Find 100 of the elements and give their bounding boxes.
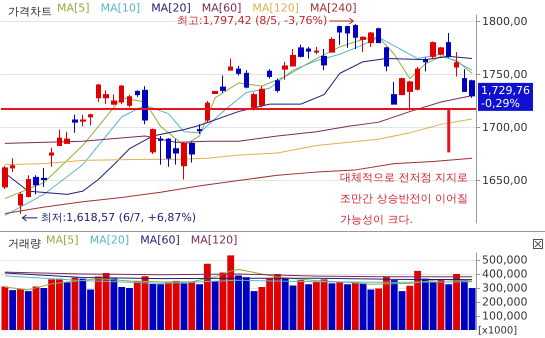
bar — [40, 288, 48, 330]
candlestick — [173, 138, 179, 166]
y-tick-label: 500,000 — [482, 254, 528, 266]
candlestick — [181, 142, 187, 180]
candlestick — [41, 167, 47, 188]
bar — [188, 282, 196, 330]
bar — [204, 264, 211, 330]
candlestick — [275, 78, 280, 93]
candlestick — [26, 174, 31, 198]
bar — [328, 283, 336, 330]
candlestick — [88, 113, 93, 126]
bar — [64, 282, 71, 330]
candlestick — [111, 94, 117, 106]
bar — [196, 284, 203, 330]
y-tick-label: 1800,00 — [482, 14, 528, 28]
candlestick — [267, 68, 272, 80]
candlestick — [96, 83, 101, 103]
candlestick — [469, 79, 475, 98]
candlestick — [314, 46, 319, 55]
candlestick — [72, 114, 78, 134]
text: MA[120] — [190, 234, 238, 246]
bar — [17, 288, 24, 330]
candlestick — [119, 84, 124, 105]
bar — [336, 282, 344, 330]
candlestick — [189, 142, 195, 164]
candlestick — [446, 32, 451, 58]
line-series — [4, 118, 473, 166]
text: MA[5] — [57, 2, 90, 14]
candlestick — [290, 48, 296, 66]
candlestick — [321, 48, 327, 71]
bar — [445, 284, 452, 330]
bar — [297, 280, 304, 330]
candlestick — [306, 46, 311, 60]
candlestick — [399, 77, 405, 96]
annotation: 최고:1,797,42 (8/5, -3,76%) — [176, 14, 328, 27]
annotation: 최저:1,618,57 (6/7, +6,87%) — [40, 210, 196, 224]
candlestick — [236, 65, 241, 76]
candlestick — [415, 66, 420, 91]
candlestick — [220, 74, 226, 93]
text: MA[5] — [46, 234, 79, 246]
bar — [1, 286, 8, 330]
candlestick — [251, 92, 257, 112]
y-tick-label: 100,000 — [482, 310, 528, 322]
line-series — [4, 272, 473, 280]
candlestick — [329, 36, 335, 53]
candlestick — [407, 80, 413, 112]
y-tick-label: 1700,00 — [482, 120, 528, 134]
bar — [453, 274, 460, 330]
candlestick — [391, 81, 397, 105]
y-tick-label: 1650,00 — [482, 174, 528, 188]
y-axis-title: [x1000] — [478, 326, 518, 336]
candlestick — [135, 90, 140, 98]
candlestick — [33, 174, 39, 195]
text: MA[60] — [202, 2, 242, 14]
chart-title: 가격차트 — [8, 5, 52, 18]
candlestick — [103, 90, 109, 105]
candlestick — [197, 124, 202, 134]
bar — [9, 290, 16, 330]
bar — [24, 291, 32, 330]
candlestick — [142, 86, 148, 125]
line-series — [4, 158, 473, 214]
y-tick-label: 200,000 — [482, 296, 528, 308]
candlestick — [282, 61, 288, 80]
text: 1,729,76 -0,29% — [481, 84, 530, 110]
candlestick — [57, 129, 62, 146]
candlestick — [18, 192, 23, 214]
y-tick-label: 1750,00 — [482, 68, 528, 81]
bar — [344, 284, 351, 330]
bar — [305, 284, 312, 330]
bar — [352, 282, 359, 330]
y-tick-label: 300,000 — [482, 282, 528, 294]
text: MA[60] — [140, 234, 180, 246]
line-series — [4, 268, 473, 290]
candlestick — [430, 41, 436, 60]
candlestick — [438, 46, 444, 56]
candlestick — [158, 135, 163, 166]
candlestick — [259, 86, 265, 108]
candlestick — [244, 70, 249, 89]
candlestick — [80, 114, 86, 127]
candlestick — [127, 94, 132, 108]
candlestick — [49, 147, 54, 168]
candlestick — [166, 138, 171, 168]
candlestick — [298, 44, 304, 58]
bar — [212, 281, 219, 330]
text: MA[10] — [100, 2, 140, 14]
bar — [438, 280, 444, 330]
candlestick — [212, 90, 218, 94]
bar — [180, 283, 188, 330]
candlestick — [2, 165, 8, 190]
text: MA[240] — [310, 2, 357, 14]
candlestick — [368, 31, 374, 48]
candlestick — [228, 58, 233, 71]
candlestick — [64, 131, 70, 144]
candlestick — [150, 128, 156, 155]
candlestick — [345, 25, 350, 48]
candlestick — [423, 56, 428, 72]
candlestick — [337, 25, 342, 46]
candlestick — [360, 36, 366, 53]
chart-title: 거래량 — [8, 237, 41, 250]
candlestick — [454, 52, 459, 78]
